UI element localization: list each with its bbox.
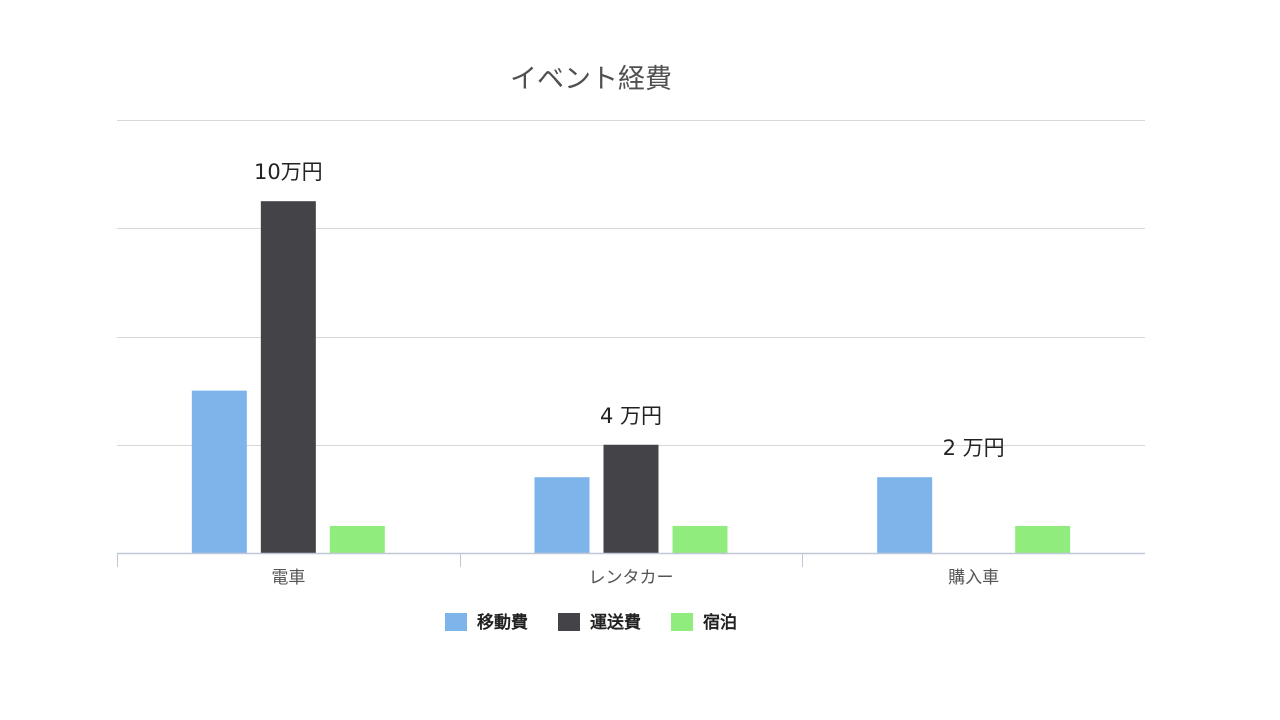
legend-label: 移動費 <box>477 612 528 633</box>
x-axis: 電車 レンタカー 購入車 <box>117 552 1145 588</box>
bar-1-3[interactable] <box>329 525 385 553</box>
legend-swatch <box>445 613 467 631</box>
legend-label: 運送費 <box>590 612 641 633</box>
legend-swatch <box>671 613 693 631</box>
bar-2-2[interactable] <box>603 444 659 553</box>
total-label-3: 2 万円 <box>943 436 1005 460</box>
bar-1-1[interactable] <box>191 390 247 553</box>
legend[interactable]: 移動費 運送費 宿泊 <box>445 612 737 633</box>
bar-2-3[interactable] <box>672 525 728 553</box>
bar-1-2[interactable] <box>260 201 316 553</box>
legend-label: 宿泊 <box>703 612 737 633</box>
bar-3-1[interactable] <box>877 477 933 553</box>
total-label-2: 4 万円 <box>600 404 662 428</box>
bar-2-1[interactable] <box>534 477 590 553</box>
bars <box>191 201 1071 553</box>
x-tick-label-1: 電車 <box>271 568 305 588</box>
legend-item-2[interactable]: 運送費 <box>558 612 641 633</box>
legend-item-1[interactable]: 移動費 <box>445 612 528 633</box>
annotations: 10万円 4 万円 2 万円 <box>254 160 1005 460</box>
chart-title: イベント経費 <box>510 64 672 95</box>
x-tick-label-2: レンタカー <box>589 568 674 588</box>
legend-swatch <box>558 613 580 631</box>
total-label-1: 10万円 <box>254 160 323 184</box>
legend-item-3[interactable]: 宿泊 <box>671 612 737 633</box>
bar-3-3[interactable] <box>1015 525 1071 553</box>
x-tick-label-3: 購入車 <box>948 568 999 588</box>
